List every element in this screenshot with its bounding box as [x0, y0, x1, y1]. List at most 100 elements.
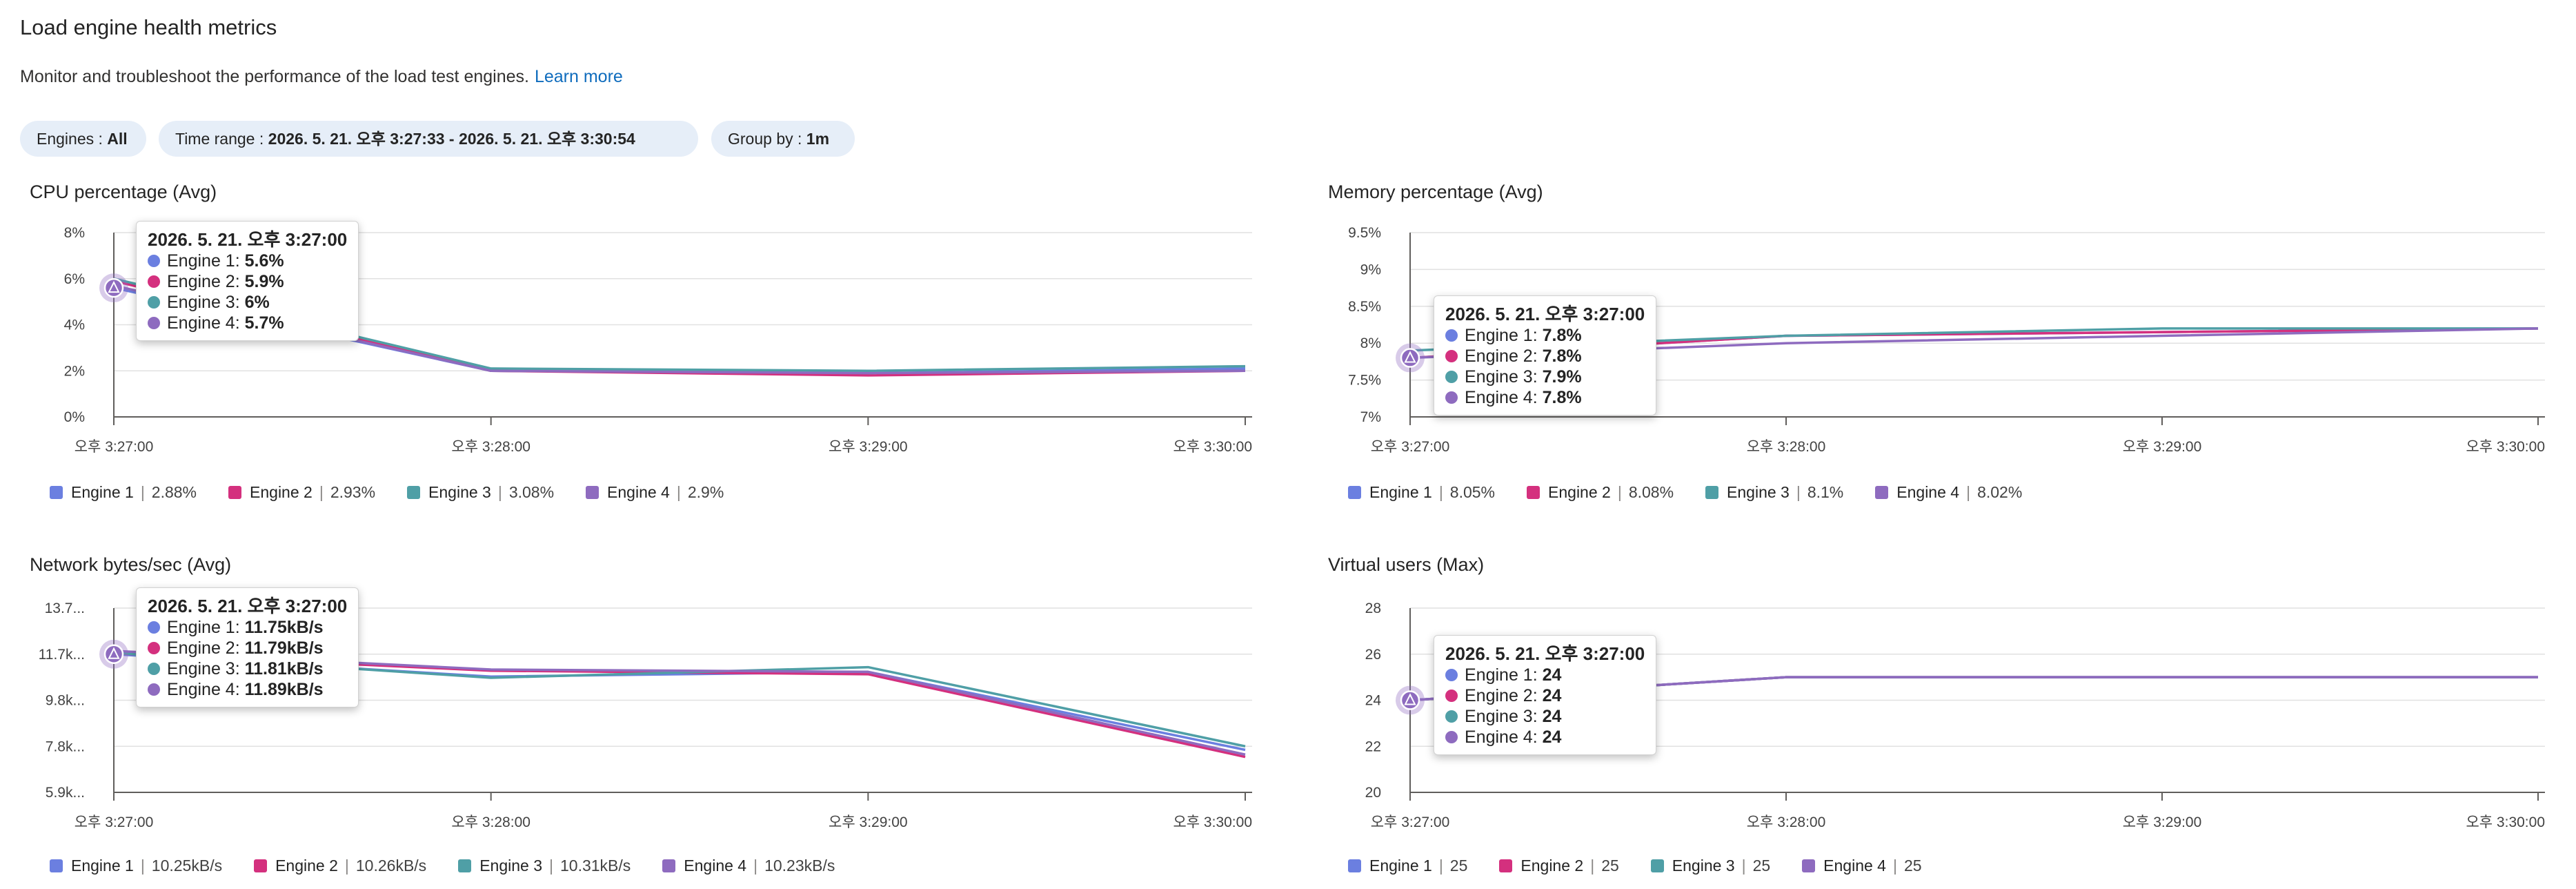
learn-more-link[interactable]: Learn more [534, 67, 623, 86]
tooltip-value: 11.79kB/s [244, 638, 324, 658]
tooltip-dot [1445, 391, 1458, 404]
legend-value: 10.26kB/s [355, 857, 427, 875]
legend-value: 8.05% [1449, 483, 1496, 501]
tooltip-title: 2026. 5. 21. 오후 3:27:00 [148, 596, 348, 616]
tooltip-value: 24 [1542, 727, 1562, 747]
legend-item-engine-1[interactable]: Engine 1 | 10.25kB/s [50, 857, 222, 875]
tooltip-row-engine-1: Engine 1: 5.6% [148, 251, 347, 271]
tooltip-row-engine-3: Engine 3: 7.9% [1445, 367, 1645, 387]
triangle-marker-icon [108, 280, 120, 293]
filter-value: 1m [806, 130, 830, 148]
legend-item-engine-3[interactable]: Engine 3 | 8.1% [1705, 483, 1843, 502]
legend-value: 8.02% [1977, 483, 2023, 501]
legend-separator: | [1438, 483, 1443, 501]
legend-item-engine-2[interactable]: Engine 2 | 25 [1499, 857, 1619, 875]
y-tick-label: 13.7... [45, 600, 85, 616]
legend-value: 25 [1752, 857, 1771, 875]
page-title: Load engine health metrics [20, 15, 277, 39]
tooltip-value: 6% [244, 293, 270, 312]
legend-item-engine-4[interactable]: Engine 4 | 8.02% [1875, 483, 2022, 502]
x-tick-label: 오후 3:29:00 [2123, 439, 2202, 455]
legend-swatch [1527, 486, 1540, 499]
y-tick-label: 20 [1365, 785, 1381, 801]
time-range-filter-pill[interactable]: Time range : 2026. 5. 21. 오후 3:27:33 - 2… [159, 121, 698, 157]
y-tick-label: 7% [1360, 409, 1381, 425]
legend-item-engine-1[interactable]: Engine 1 | 2.88% [50, 483, 197, 502]
y-tick-label: 24 [1365, 693, 1382, 709]
tooltip-row-engine-4: Engine 4: 11.89kB/s [148, 679, 347, 700]
x-tick-label: 오후 3:27:00 [1371, 814, 1450, 830]
legend-value: 25 [1449, 857, 1468, 875]
group-by-filter-pill[interactable]: Group by : 1m [711, 121, 855, 157]
engines-filter-pill[interactable]: Engines : All [20, 121, 146, 157]
filter-value: 2026. 5. 21. 오후 3:27:33 - 2026. 5. 21. 오… [268, 130, 635, 148]
legend-name: Engine 4 [684, 857, 747, 875]
legend-value: 10.31kB/s [559, 857, 631, 875]
tooltip-label: Engine 1: [1465, 326, 1543, 345]
vusers-tooltip: 2026. 5. 21. 오후 3:27:00 Engine 1: 24 Engin… [1434, 635, 1657, 755]
filter-label: Engines : [37, 130, 108, 148]
tooltip-dot [1445, 731, 1458, 743]
x-tick-label: 오후 3:30:00 [1173, 439, 1252, 455]
filter-label: Time range : [175, 130, 268, 148]
legend-item-engine-4[interactable]: Engine 4 | 25 [1802, 857, 1922, 875]
x-tick-label: 오후 3:27:00 [1371, 439, 1450, 455]
legend-value: 8.08% [1628, 483, 1674, 501]
legend-item-engine-2[interactable]: Engine 2 | 2.93% [228, 483, 375, 502]
tooltip-row-engine-2: Engine 2: 11.79kB/s [148, 638, 347, 658]
legend-swatch [662, 859, 676, 872]
y-tick-label: 7.5% [1348, 373, 1381, 389]
memory-tooltip: 2026. 5. 21. 오후 3:27:00 Engine 1: 7.8% Eng… [1434, 295, 1657, 416]
legend-swatch [1705, 486, 1719, 499]
x-tick-label: 오후 3:29:00 [829, 439, 908, 455]
y-tick-label: 28 [1365, 600, 1381, 616]
tooltip-row-engine-4: Engine 4: 7.8% [1445, 387, 1645, 408]
legend-name: Engine 2 [275, 857, 338, 875]
tooltip-dot [1445, 371, 1458, 383]
legend-item-engine-3[interactable]: Engine 3 | 10.31kB/s [458, 857, 631, 875]
network-legend: Engine 1 | 10.25kB/s Engine 2 | 10.26kB/s Engi… [50, 857, 866, 875]
tooltip-label: Engine 3: [1465, 367, 1543, 387]
legend-value: 8.1% [1807, 483, 1844, 501]
legend-name: Engine 2 [1548, 483, 1611, 501]
legend-item-engine-3[interactable]: Engine 3 | 25 [1650, 857, 1771, 875]
legend-swatch [1499, 859, 1513, 872]
legend-name: Engine 4 [1896, 483, 1960, 501]
tooltip-row-engine-2: Engine 2: 7.8% [1445, 346, 1645, 367]
x-tick-label: 오후 3:30:00 [2466, 814, 2545, 830]
legend-separator: | [497, 483, 502, 501]
y-tick-label: 4% [64, 318, 85, 333]
x-tick-label: 오후 3:30:00 [2466, 439, 2545, 455]
legend-item-engine-2[interactable]: Engine 2 | 10.26kB/s [254, 857, 426, 875]
y-tick-label: 5.9k... [46, 785, 85, 801]
legend-separator: | [319, 483, 324, 501]
tooltip-label: Engine 4: [167, 680, 245, 699]
x-tick-label: 오후 3:28:00 [451, 439, 531, 455]
tooltip-label: Engine 4: [167, 313, 245, 333]
description-text: Monitor and troubleshoot the performance… [20, 67, 529, 86]
tooltip-row-engine-2: Engine 2: 5.9% [148, 271, 347, 292]
legend-name: Engine 3 [1727, 483, 1790, 501]
legend-item-engine-2[interactable]: Engine 2 | 8.08% [1527, 483, 1674, 502]
legend-name: Engine 1 [1369, 857, 1432, 875]
tooltip-dot [1445, 350, 1458, 362]
tooltip-row-engine-4: Engine 4: 5.7% [148, 313, 347, 333]
legend-item-engine-4[interactable]: Engine 4 | 10.23kB/s [662, 857, 835, 875]
legend-name: Engine 2 [1520, 857, 1584, 875]
legend-item-engine-3[interactable]: Engine 3 | 3.08% [407, 483, 554, 502]
tooltip-dot [148, 275, 160, 288]
legend-item-engine-4[interactable]: Engine 4 | 2.9% [586, 483, 724, 502]
tooltip-label: Engine 3: [167, 293, 245, 312]
y-tick-label: 7.8k... [46, 739, 85, 754]
y-tick-label: 26 [1365, 647, 1381, 663]
tooltip-value: 7.8% [1542, 346, 1582, 366]
tooltip-label: Engine 2: [167, 272, 245, 291]
cpu-tooltip: 2026. 5. 21. 오후 3:27:00 Engine 1: 5.6% Eng… [136, 221, 359, 341]
y-tick-label: 2% [64, 363, 85, 379]
legend-item-engine-1[interactable]: Engine 1 | 25 [1348, 857, 1467, 875]
tooltip-dot [1445, 669, 1458, 681]
legend-swatch [1348, 859, 1361, 872]
legend-item-engine-1[interactable]: Engine 1 | 8.05% [1348, 483, 1495, 502]
tooltip-row-engine-2: Engine 2: 24 [1445, 685, 1645, 706]
